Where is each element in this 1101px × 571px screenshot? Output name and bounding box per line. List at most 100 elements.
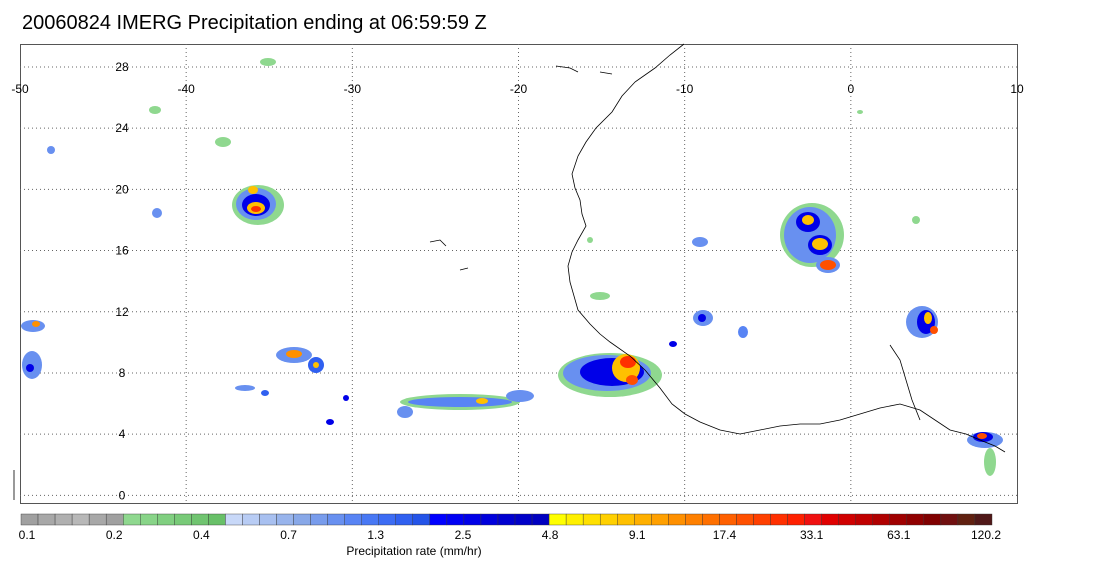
colorbar-label: Precipitation rate (mm/hr)	[346, 544, 481, 558]
colorbar-swatch	[599, 513, 618, 526]
colorbar-swatch	[531, 513, 550, 526]
colorbar-swatch	[361, 513, 379, 526]
precip-cell	[906, 306, 938, 338]
colorbar-tick-label: 0.2	[106, 528, 123, 542]
colorbar-swatch	[88, 513, 107, 526]
colorbar-swatch	[242, 513, 260, 526]
colorbar-swatch	[174, 513, 192, 526]
lon-tick-label: -10	[676, 82, 694, 96]
colorbar-swatch	[395, 513, 414, 526]
colorbar-swatch	[906, 513, 925, 526]
lat-tick-label: 16	[115, 244, 129, 258]
colorbar-swatch	[157, 513, 175, 526]
colorbar-swatch	[71, 513, 90, 526]
colorbar-tick-labels: 0.1 0.2 0.4 0.7 1.3 2.5 4.8 9.1 17.4 33.1 63.1 120.…	[19, 528, 1002, 542]
colorbar-swatch	[872, 513, 890, 526]
colorbar-swatch	[617, 513, 635, 526]
colorbar-swatch	[702, 513, 720, 526]
lon-tick-label: -40	[177, 82, 195, 96]
colorbar-tick-label: 4.8	[542, 528, 559, 542]
colorbar-swatch	[20, 513, 39, 526]
colorbar-tick-label: 33.1	[800, 528, 824, 542]
tick-labels: -50 -40 -30 -20 -10 0 10 0 4 8 12 16 20 24 28	[11, 60, 1024, 502]
colorbar-swatch	[344, 513, 362, 526]
lon-tick-label: 10	[1010, 82, 1024, 96]
precip-band	[397, 390, 534, 418]
coastline	[13, 43, 1006, 500]
colorbar-swatch	[787, 513, 805, 526]
colorbar-swatch	[821, 513, 839, 526]
colorbar-swatch	[37, 513, 56, 526]
colorbar-swatch	[497, 513, 516, 526]
colorbar-swatch	[208, 513, 226, 526]
colorbar-swatch	[719, 513, 737, 526]
colorbar-swatch	[565, 513, 584, 526]
colorbar-swatch	[446, 513, 465, 526]
colorbar-tick-label: 1.3	[367, 528, 384, 542]
colorbar-swatch	[225, 513, 243, 526]
lat-tick-label: 8	[119, 366, 126, 380]
colorbar-swatch	[770, 513, 788, 526]
lat-tick-label: 20	[115, 182, 129, 196]
colorbar-swatch	[259, 513, 277, 526]
colorbar-tick-label: 63.1	[887, 528, 911, 542]
lon-tick-label: -20	[510, 82, 528, 96]
colorbar-swatch	[463, 513, 482, 526]
colorbar-swatch	[429, 513, 448, 526]
colorbar-swatch	[855, 513, 873, 526]
colorbar-tick-label: 0.7	[280, 528, 297, 542]
precipitation-field	[21, 58, 1003, 476]
lat-tick-label: 4	[119, 427, 126, 441]
colorbar-swatch	[327, 513, 345, 526]
colorbar-tick-label: 2.5	[455, 528, 472, 542]
colorbar-swatch	[804, 513, 822, 526]
precip-cell	[232, 185, 284, 225]
lat-tick-label: 28	[115, 60, 129, 74]
colorbar-swatch	[310, 513, 328, 526]
colorbar-tick-label: 0.1	[19, 528, 36, 542]
colorbar-swatch	[514, 513, 533, 526]
lat-tick-label: 0	[119, 488, 126, 502]
colorbar-swatch	[838, 513, 856, 526]
colorbar-swatch	[123, 513, 141, 526]
colorbar-swatch	[293, 513, 311, 526]
graticule	[20, 44, 1017, 503]
lat-tick-label: 24	[115, 121, 129, 135]
colorbar-swatch	[105, 513, 124, 526]
colorbar-swatch	[276, 513, 294, 526]
colorbar-swatch	[668, 513, 686, 526]
colorbar-swatch	[957, 513, 976, 526]
colorbar-swatch	[378, 513, 396, 526]
colorbar-swatch	[889, 513, 908, 526]
colorbar-tick-label: 9.1	[629, 528, 646, 542]
lon-tick-label: -30	[344, 82, 362, 96]
colorbar-tick-label: 120.2	[971, 528, 1001, 542]
colorbar-swatches	[20, 513, 993, 526]
colorbar-tick-label: 17.4	[713, 528, 737, 542]
colorbar-swatch	[634, 513, 652, 526]
colorbar-swatch	[480, 513, 499, 526]
precip-cell	[780, 203, 844, 273]
colorbar-swatch	[54, 513, 73, 526]
colorbar-swatch	[753, 513, 771, 526]
colorbar-swatch	[736, 513, 754, 526]
colorbar-swatch	[191, 513, 209, 526]
colorbar-swatch	[685, 513, 703, 526]
precip-cell	[235, 347, 349, 425]
precip-cell	[21, 58, 920, 379]
lon-tick-label: 0	[847, 82, 854, 96]
colorbar-swatch	[940, 513, 959, 526]
lat-tick-label: 12	[115, 305, 129, 319]
colorbar-swatch	[974, 513, 993, 526]
map-title: 20060824 IMERG Precipitation ending at 0…	[22, 12, 487, 34]
colorbar-swatch	[140, 513, 158, 526]
lon-tick-label: -50	[11, 82, 29, 96]
colorbar-swatch	[412, 513, 431, 526]
colorbar-swatch	[582, 513, 601, 526]
colorbar-tick-label: 0.4	[193, 528, 210, 542]
colorbar-swatch	[651, 513, 669, 526]
colorbar-swatch	[548, 513, 567, 526]
precip-cell	[558, 353, 662, 397]
